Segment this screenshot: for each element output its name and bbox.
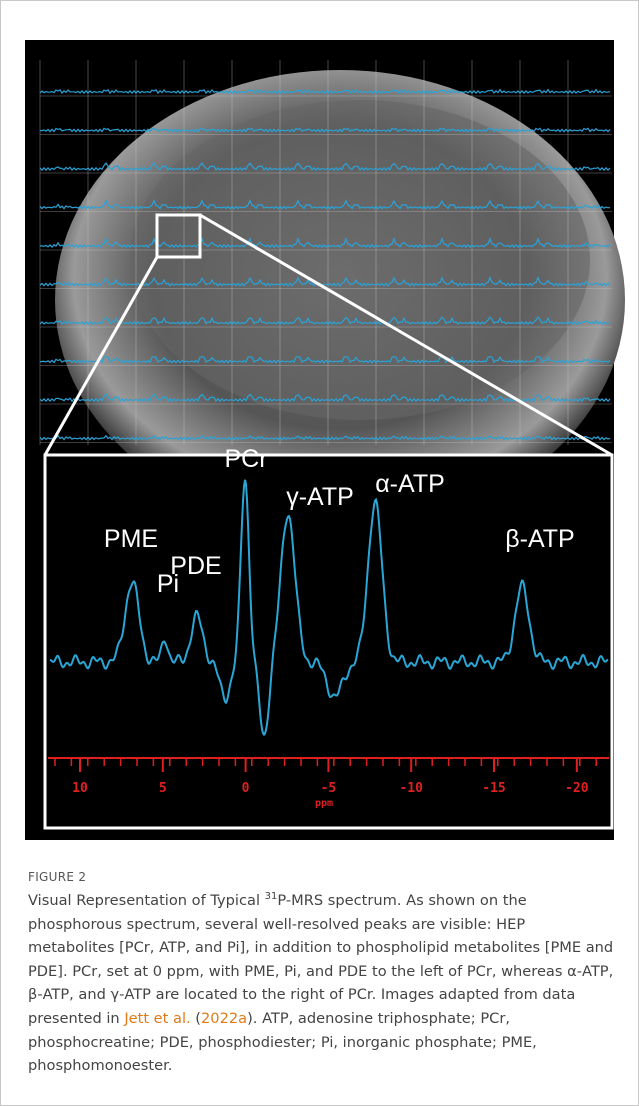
- axis-tick-label: 0: [242, 781, 250, 796]
- figure-label: FIGURE 2: [28, 870, 86, 884]
- peak-label: α-ATP: [375, 470, 445, 498]
- reference-link[interactable]: 2022a: [201, 1010, 247, 1027]
- axis-unit: ppm: [315, 798, 333, 809]
- axis-tick-label: 10: [72, 781, 88, 796]
- axis-tick-label: 5: [159, 781, 167, 796]
- mri-brain: [130, 100, 590, 420]
- peak-label: Pi: [157, 570, 179, 598]
- superscript: 31: [265, 891, 278, 902]
- axis-tick-label: -15: [482, 781, 505, 796]
- caption-text: Visual Representation of Typical: [28, 892, 265, 909]
- peak-label: PME: [104, 525, 158, 553]
- peak-label: PCr: [224, 445, 267, 473]
- caption-text: P-MRS spectrum. As shown on the phosphor…: [28, 892, 613, 1027]
- peak-label: β-ATP: [505, 525, 574, 553]
- peak-label: γ-ATP: [286, 483, 354, 511]
- axis-tick-label: -5: [321, 781, 337, 796]
- reference-link[interactable]: Jett et al.: [124, 1010, 190, 1027]
- caption-text: (: [191, 1010, 201, 1027]
- axis-tick-label: -20: [565, 781, 589, 796]
- axis-tick-label: -10: [399, 781, 423, 796]
- page: 1050-5-10-15-20 PCr γ-ATP α-ATP PME PDE …: [0, 0, 639, 1106]
- caption: Visual Representation of Typical 31P-MRS…: [28, 889, 616, 1078]
